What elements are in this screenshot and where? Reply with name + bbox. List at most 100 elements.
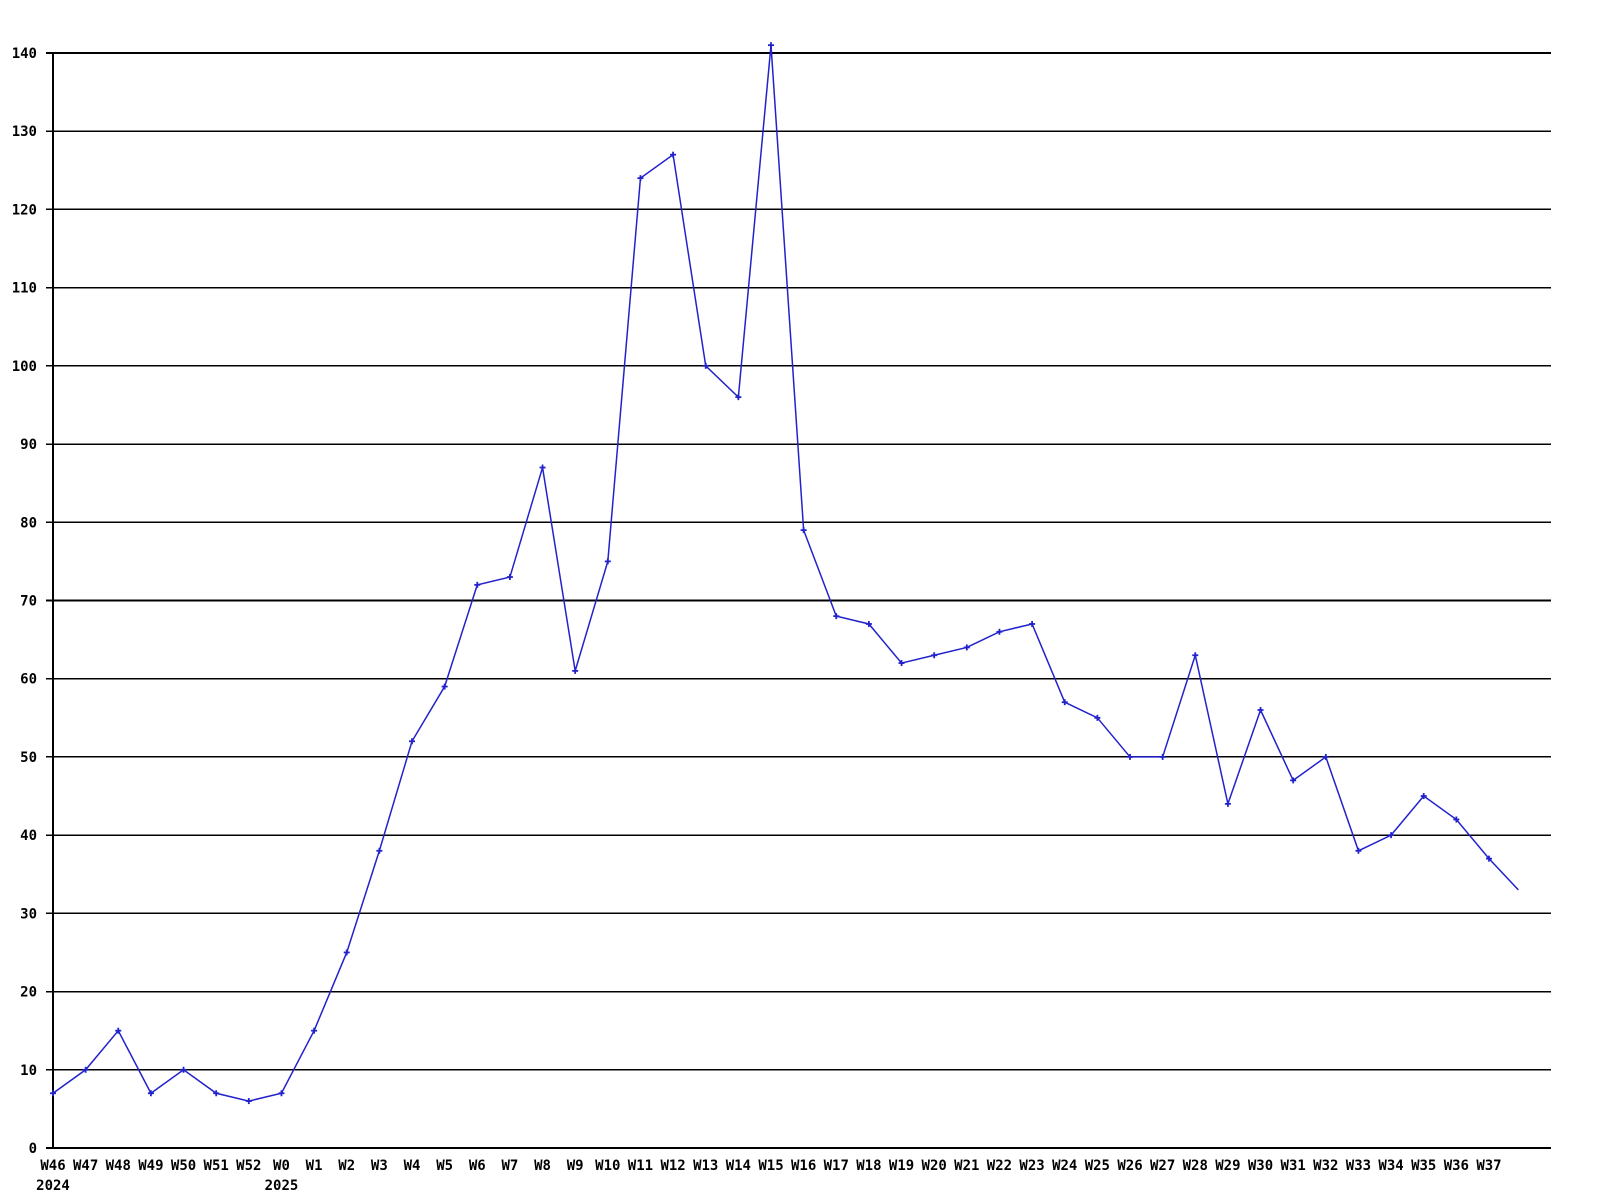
x-axis-tick-label: W1: [306, 1158, 323, 1174]
data-point-marker: [539, 464, 546, 471]
x-axis-tick-label: W23: [1019, 1158, 1044, 1174]
data-point-marker: [1388, 832, 1395, 839]
data-point-marker: [800, 527, 807, 534]
x-axis-tick-label: W19: [889, 1158, 914, 1174]
x-axis-tick-label: W29: [1215, 1158, 1240, 1174]
data-point-marker: [1029, 620, 1036, 627]
y-axis-tick-label: 100: [12, 359, 37, 375]
data-point-marker: [1322, 753, 1329, 760]
x-axis-tick-label: W9: [567, 1158, 584, 1174]
data-point-marker: [441, 683, 448, 690]
y-axis-tick-label: 140: [12, 46, 37, 62]
x-axis-tick-label: W18: [856, 1158, 881, 1174]
series-polyline: [52, 45, 1519, 1102]
data-point-marker: [213, 1090, 220, 1097]
y-axis-tick-label: 0: [29, 1141, 37, 1157]
x-axis-tick-label: W6: [469, 1158, 486, 1174]
data-point-marker: [474, 581, 481, 588]
y-axis-tick-label: 40: [20, 828, 37, 844]
x-axis-tick-label: W50: [171, 1158, 196, 1174]
x-axis-tick-label: W33: [1346, 1158, 1371, 1174]
x-axis-tick-label: W3: [371, 1158, 388, 1174]
data-point-marker: [1094, 714, 1101, 721]
data-point-marker: [931, 652, 938, 659]
data-point-marker: [147, 1090, 154, 1097]
x-axis-tick-label: W46: [40, 1158, 65, 1174]
data-point-marker: [245, 1098, 252, 1105]
data-point-marker: [376, 847, 383, 854]
y-axis-tick-label: 80: [20, 515, 37, 531]
data-point-marker: [115, 1027, 122, 1034]
y-axis-tick-label: 10: [20, 1063, 37, 1079]
x-axis-tick-label: W17: [824, 1158, 849, 1174]
y-axis-tick-label: 70: [20, 594, 37, 610]
y-axis-tick-label: 60: [20, 672, 37, 688]
data-point-marker: [1159, 753, 1166, 760]
y-axis-tick-labels: 0 10 20 30 40 50 60 70 80 90 100 110 120 130 140: [12, 46, 37, 1157]
y-axis-tick-label: 20: [20, 985, 37, 1001]
data-point-marker: [898, 660, 905, 667]
x-axis-tick-label: W13: [693, 1158, 718, 1174]
x-axis-tick-label: W27: [1150, 1158, 1175, 1174]
data-point-marker: [670, 151, 677, 158]
x-axis-tick-label: W37: [1476, 1158, 1501, 1174]
data-point-marker: [1290, 777, 1297, 784]
x-axis-tick-label: W5: [436, 1158, 453, 1174]
x-axis-tick-label: W12: [660, 1158, 685, 1174]
x-axis-tick-label: W7: [501, 1158, 518, 1174]
data-point-markers: [50, 42, 1492, 1105]
y-axis-tick-label: 120: [12, 202, 37, 218]
data-point-marker: [637, 175, 644, 182]
data-point-marker: [1126, 753, 1133, 760]
data-point-marker: [50, 1090, 56, 1097]
data-point-marker: [1485, 855, 1492, 862]
data-point-marker: [865, 620, 872, 627]
data-point-marker: [1355, 847, 1362, 854]
x-axis-tick-label: W26: [1117, 1158, 1142, 1174]
data-point-marker: [180, 1066, 187, 1073]
data-point-marker: [1224, 800, 1231, 807]
x-axis-tick-label: W10: [595, 1158, 620, 1174]
data-point-marker: [767, 42, 774, 49]
data-point-marker: [996, 628, 1003, 635]
x-axis-tick-label: W15: [758, 1158, 783, 1174]
data-point-marker: [506, 574, 513, 581]
x-axis-tick-label: W2: [338, 1158, 355, 1174]
x-axis-tick-label: W20: [922, 1158, 947, 1174]
data-point-marker: [963, 644, 970, 651]
data-point-marker: [82, 1066, 89, 1073]
x-axis-tick-label: W8: [534, 1158, 551, 1174]
data-point-marker: [604, 558, 611, 565]
data-point-marker: [278, 1090, 285, 1097]
data-point-marker: [343, 949, 350, 956]
data-point-marker: [572, 667, 579, 674]
x-axis-tick-label: W11: [628, 1158, 653, 1174]
data-point-marker: [1453, 816, 1460, 823]
x-axis-tick-label: W16: [791, 1158, 816, 1174]
y-axis-tick-label: 130: [12, 124, 37, 140]
data-point-marker: [408, 738, 415, 745]
x-axis-tick-label: W21: [954, 1158, 979, 1174]
x-axis-tick-label: W0: [273, 1158, 290, 1174]
data-point-marker: [833, 613, 840, 620]
x-axis-year-label: 2024: [36, 1178, 70, 1194]
data-point-marker: [311, 1027, 318, 1034]
data-point-marker: [1420, 793, 1427, 800]
data-point-marker: [1061, 699, 1068, 706]
gridlines-group: [46, 52, 1551, 1149]
y-axis-tick-label: 110: [12, 281, 37, 297]
x-axis-tick-label: W24: [1052, 1158, 1077, 1174]
x-axis-tick-label: W22: [987, 1158, 1012, 1174]
year-annotations-group: 2024 2025: [36, 1178, 298, 1194]
x-axis-tick-label: W48: [106, 1158, 131, 1174]
data-point-marker: [1257, 707, 1264, 713]
y-axis-tick-label: 90: [20, 437, 37, 453]
x-axis-tick-label: W31: [1281, 1158, 1306, 1174]
y-axis-tick-label: 30: [20, 906, 37, 922]
x-axis-tick-label: W35: [1411, 1158, 1436, 1174]
x-axis-tick-label: W30: [1248, 1158, 1273, 1174]
x-axis-tick-label: W32: [1313, 1158, 1338, 1174]
x-axis-tick-label: W34: [1378, 1158, 1403, 1174]
x-axis-tick-label: W36: [1444, 1158, 1469, 1174]
